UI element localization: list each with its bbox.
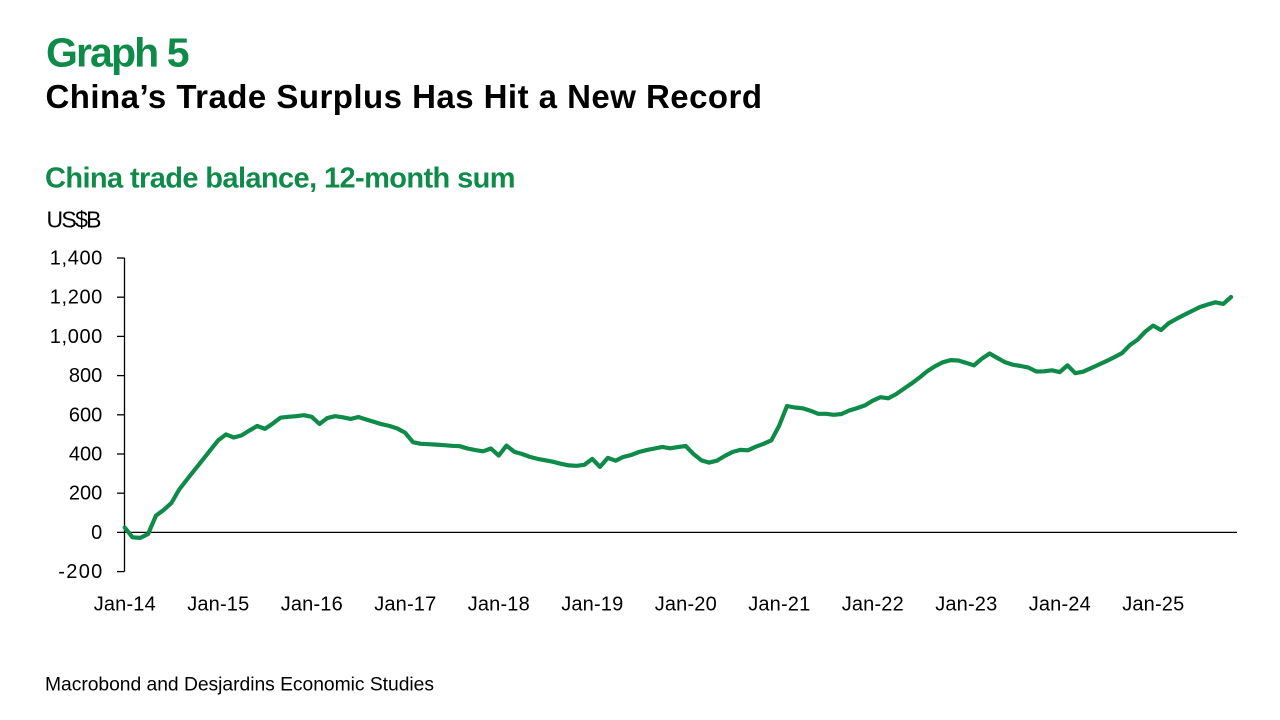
- svg-text:Graph 5: Graph 5: [46, 29, 190, 75]
- svg-text:Jan-18: Jan-18: [468, 594, 530, 616]
- svg-text:-200: -200: [58, 561, 102, 583]
- svg-text:China trade balance, 12-month: China trade balance, 12-month sum: [45, 162, 516, 194]
- svg-text:800: 800: [69, 365, 102, 387]
- svg-text:1,400: 1,400: [50, 248, 103, 270]
- svg-text:1,200: 1,200: [50, 287, 103, 309]
- svg-text:Jan-19: Jan-19: [561, 594, 623, 616]
- svg-text:China’s Trade Surplus Has Hit: China’s Trade Surplus Has Hit a New Reco…: [46, 78, 763, 115]
- svg-text:Jan-23: Jan-23: [935, 594, 997, 616]
- svg-text:Jan-16: Jan-16: [281, 594, 343, 616]
- svg-text:Jan-25: Jan-25: [1122, 594, 1184, 616]
- svg-text:Jan-20: Jan-20: [655, 594, 717, 616]
- svg-text:0: 0: [91, 522, 102, 544]
- svg-text:Jan-22: Jan-22: [842, 594, 904, 616]
- svg-text:Jan-24: Jan-24: [1029, 594, 1091, 616]
- svg-text:Macrobond and Desjardins Econo: Macrobond and Desjardins Economic Studie…: [45, 675, 434, 696]
- svg-text:Jan-21: Jan-21: [748, 594, 810, 616]
- svg-text:Jan-17: Jan-17: [374, 594, 436, 616]
- svg-text:600: 600: [69, 404, 102, 426]
- svg-text:1,000: 1,000: [50, 326, 103, 348]
- svg-text:400: 400: [69, 444, 102, 466]
- svg-text:Jan-14: Jan-14: [94, 594, 156, 616]
- svg-text:US$B: US$B: [47, 206, 102, 232]
- svg-text:Jan-15: Jan-15: [187, 594, 249, 616]
- svg-text:200: 200: [69, 483, 102, 505]
